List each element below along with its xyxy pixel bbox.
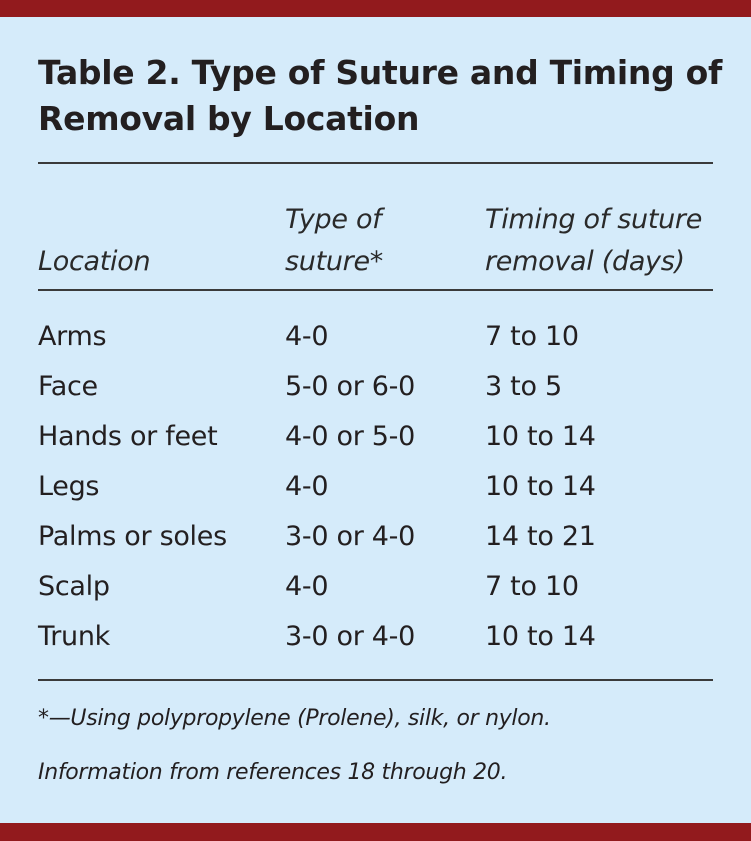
cell-removal-timing: 7 to 10 — [485, 571, 579, 602]
header-type-line1: Type of — [285, 204, 382, 235]
header-timing-line2: removal (days) — [485, 246, 685, 277]
cell-suture-type: 5-0 or 6-0 — [285, 371, 415, 402]
cell-location: Scalp — [38, 571, 110, 602]
divider-bottom — [38, 679, 713, 681]
cell-removal-timing: 7 to 10 — [485, 321, 579, 352]
cell-location: Trunk — [38, 621, 110, 652]
divider-top — [38, 162, 713, 164]
header-timing-line1: Timing of suture — [485, 204, 703, 235]
cell-suture-type: 4-0 — [285, 471, 329, 502]
cell-suture-type: 3-0 or 4-0 — [285, 521, 415, 552]
divider-header — [38, 289, 713, 291]
cell-removal-timing: 10 to 14 — [485, 471, 596, 502]
table-title: Table 2. Type of Suture and Timing of Re… — [38, 53, 723, 138]
cell-location: Hands or feet — [38, 421, 218, 452]
cell-suture-type: 3-0 or 4-0 — [285, 621, 415, 652]
cell-location: Arms — [38, 321, 107, 352]
cell-location: Face — [38, 371, 98, 402]
header-location: Location — [38, 246, 151, 277]
top-color-band — [0, 0, 751, 17]
cell-location: Legs — [38, 471, 100, 502]
footnote-suture: *—Using polypropylene (Prolene), silk, o… — [38, 706, 551, 731]
footnote-references: Information from references 18 through 2… — [38, 760, 508, 785]
cell-removal-timing: 10 to 14 — [485, 621, 596, 652]
cell-suture-type: 4-0 — [285, 571, 329, 602]
cell-removal-timing: 14 to 21 — [485, 521, 596, 552]
cell-suture-type: 4-0 or 5-0 — [285, 421, 415, 452]
header-type-line2: suture* — [285, 246, 383, 277]
cell-removal-timing: 3 to 5 — [485, 371, 562, 402]
cell-removal-timing: 10 to 14 — [485, 421, 596, 452]
bottom-color-band — [0, 823, 751, 841]
cell-suture-type: 4-0 — [285, 321, 329, 352]
cell-location: Palms or soles — [38, 521, 227, 552]
